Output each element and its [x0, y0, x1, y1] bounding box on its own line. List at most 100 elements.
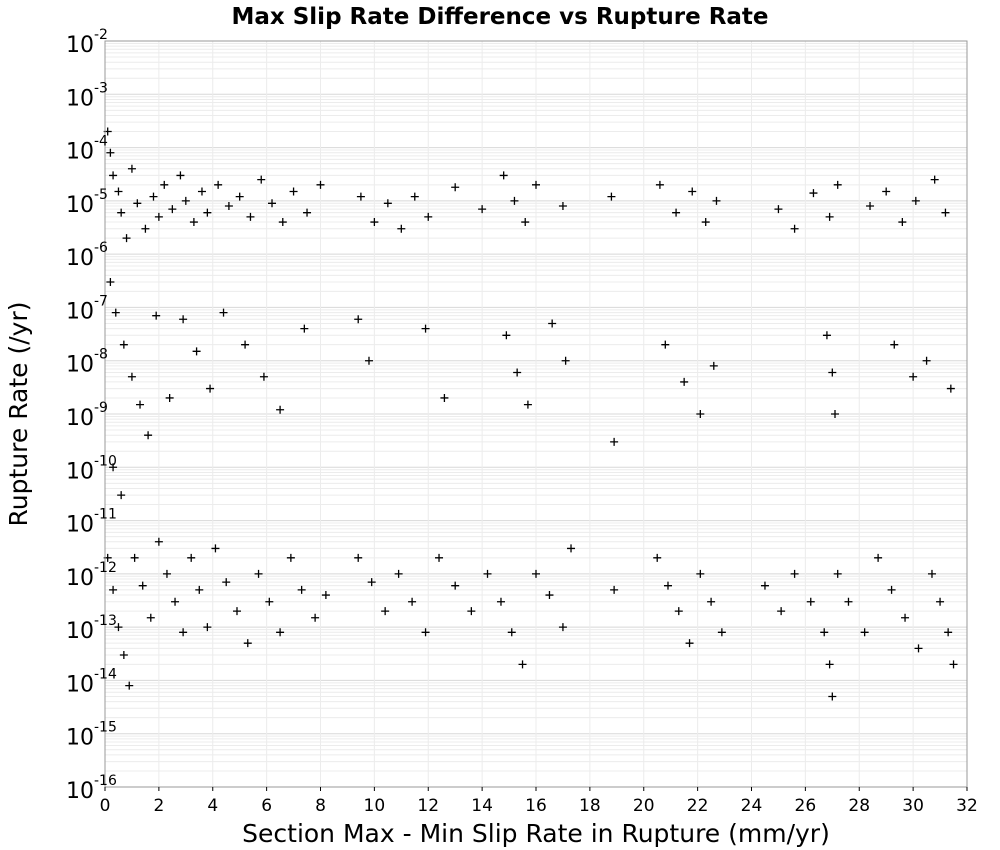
data-point	[890, 340, 899, 349]
data-point	[521, 218, 530, 227]
data-point	[254, 569, 263, 578]
data-point	[478, 205, 487, 214]
data-point	[451, 581, 460, 590]
data-point	[882, 187, 891, 196]
data-point	[717, 628, 726, 637]
data-point	[130, 553, 139, 562]
data-point	[688, 187, 697, 196]
data-point	[356, 192, 365, 201]
x-tick-label: 16	[525, 796, 547, 816]
data-point	[354, 315, 363, 324]
data-point	[224, 202, 233, 211]
data-point	[297, 585, 306, 594]
data-point	[106, 278, 115, 287]
data-point	[114, 623, 123, 632]
data-point	[421, 324, 430, 333]
data-point	[936, 597, 945, 606]
data-point	[141, 224, 150, 233]
data-point	[440, 393, 449, 402]
y-tick-label: 10-9	[66, 400, 108, 431]
data-point	[774, 205, 783, 214]
data-point	[394, 569, 403, 578]
data-point	[165, 393, 174, 402]
data-point	[246, 212, 255, 221]
x-tick-label: 26	[795, 796, 817, 816]
data-point	[119, 340, 128, 349]
data-point	[655, 180, 664, 189]
data-point	[370, 218, 379, 227]
y-tick-label: 10-14	[66, 666, 117, 697]
data-point	[567, 544, 576, 553]
data-point	[111, 308, 120, 317]
data-point	[777, 607, 786, 616]
data-point	[276, 405, 285, 414]
data-point	[911, 196, 920, 205]
data-point	[303, 208, 312, 217]
x-tick-label: 4	[207, 796, 218, 816]
data-point	[825, 660, 834, 669]
data-point	[257, 175, 266, 184]
data-point	[179, 628, 188, 637]
x-tick-label: 24	[741, 796, 763, 816]
data-point	[192, 347, 201, 356]
y-tick-label: 10-10	[66, 453, 117, 484]
data-point	[561, 356, 570, 365]
data-point	[286, 553, 295, 562]
y-tick-label: 10-12	[66, 560, 117, 591]
chart-title: Max Slip Rate Difference vs Rupture Rate	[231, 4, 768, 30]
data-point	[685, 639, 694, 648]
data-points	[103, 127, 958, 701]
data-point	[946, 384, 955, 393]
data-point	[127, 164, 136, 173]
data-point	[507, 628, 516, 637]
data-point	[680, 377, 689, 386]
data-point	[532, 180, 540, 189]
data-point	[513, 368, 522, 377]
data-point	[203, 623, 212, 632]
data-point	[672, 208, 681, 217]
data-point	[709, 361, 718, 370]
data-point	[532, 569, 540, 578]
data-point	[860, 628, 869, 637]
data-point	[189, 218, 198, 227]
data-point	[289, 187, 298, 196]
y-tick-label: 10-8	[66, 347, 108, 378]
y-axis-ticks: 10-2 10-3 10-4 10-5 10-6 10-7 10-8 10-9 10-10 10-…	[66, 27, 117, 804]
data-point	[146, 613, 155, 622]
data-point	[367, 578, 376, 587]
data-point	[106, 148, 115, 157]
data-point	[219, 308, 228, 317]
data-point	[949, 660, 958, 669]
data-point	[909, 372, 918, 381]
data-point	[828, 692, 837, 701]
data-point	[268, 199, 277, 208]
data-point	[117, 208, 126, 217]
data-point	[922, 356, 931, 365]
data-point	[874, 553, 883, 562]
data-point	[944, 628, 953, 637]
data-point	[467, 607, 476, 616]
data-point	[187, 553, 196, 562]
data-point	[119, 651, 128, 660]
data-point	[381, 607, 390, 616]
data-point	[833, 569, 842, 578]
x-tick-label: 2	[153, 796, 164, 816]
data-point	[195, 585, 204, 594]
y-tick-label: 10-5	[66, 187, 108, 218]
data-point	[421, 628, 430, 637]
data-point	[408, 597, 417, 606]
data-point	[866, 202, 875, 211]
data-point	[558, 623, 567, 632]
y-tick-label: 10-11	[66, 507, 117, 538]
data-point	[265, 597, 274, 606]
data-point	[523, 400, 532, 409]
x-tick-label: 28	[848, 796, 870, 816]
data-point	[424, 212, 433, 221]
data-point	[300, 324, 309, 333]
data-point	[127, 372, 136, 381]
data-point	[311, 613, 320, 622]
x-tick-label: 0	[100, 796, 111, 816]
data-point	[214, 180, 223, 189]
data-point	[206, 384, 215, 393]
data-point	[114, 187, 123, 196]
